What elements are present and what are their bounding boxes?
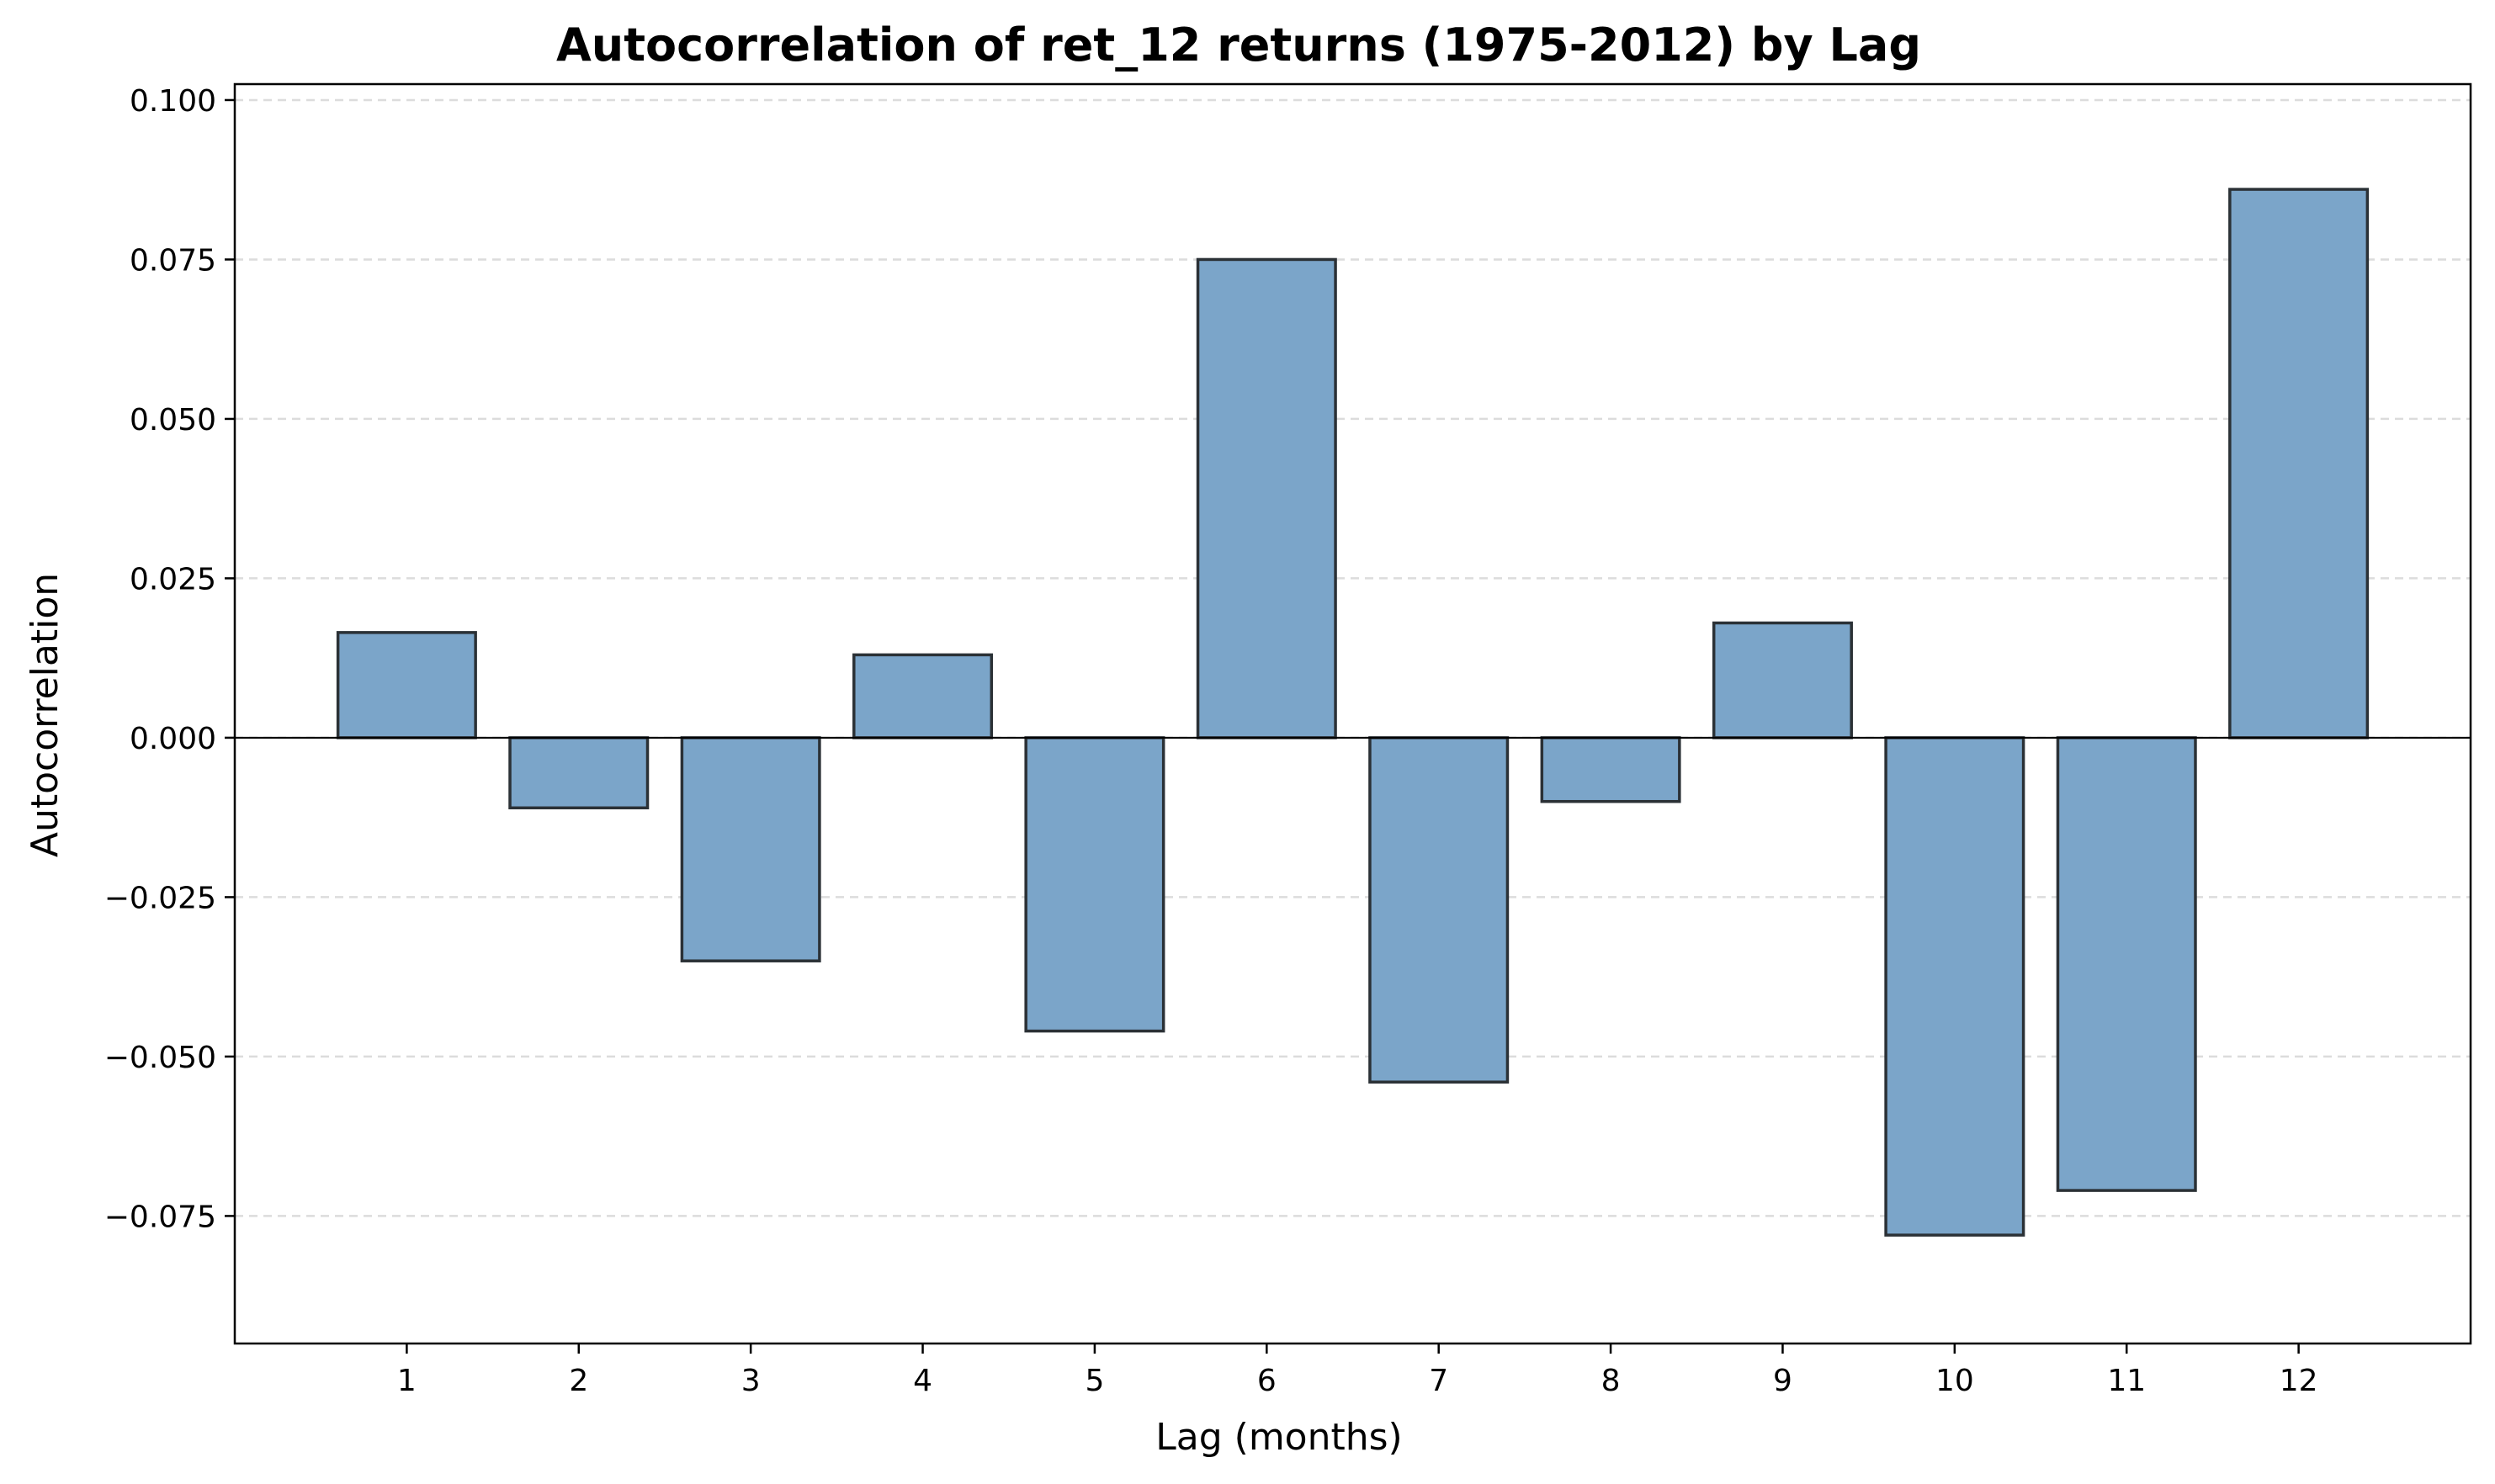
bar-12	[2228, 188, 2370, 739]
bar-6	[1196, 257, 1337, 739]
y-tick-label: 0.025	[130, 562, 216, 596]
x-tick-label: 8	[1601, 1364, 1621, 1398]
chart-title: Autocorrelation of ret_12 returns (1975-…	[556, 19, 1921, 72]
bar-7	[1368, 736, 1510, 1084]
bar-3	[680, 736, 821, 962]
x-tick-label: 4	[913, 1364, 932, 1398]
x-tick-label: 9	[1773, 1364, 1792, 1398]
bar-8	[1540, 736, 1681, 803]
bar-1	[336, 631, 477, 739]
x-tick-label: 5	[1085, 1364, 1104, 1398]
x-axis-ticks: 1 2 3 4 5 6 7 8 9 10 11 12	[397, 1344, 2318, 1398]
y-tick-label: 0.100	[130, 84, 216, 119]
bar-4	[852, 653, 994, 739]
bar-11	[2056, 736, 2197, 1192]
y-tick-label: 0.050	[130, 403, 216, 437]
y-axis-ticks: 0.100 0.075 0.050 0.025 0.000 −0.025 −0.050 −0.…	[104, 84, 235, 1234]
x-tick-label: 12	[2280, 1364, 2318, 1398]
x-tick-label: 7	[1429, 1364, 1448, 1398]
bar-10	[1884, 736, 2025, 1237]
x-tick-label: 3	[741, 1364, 761, 1398]
y-tick-label: −0.025	[104, 881, 216, 915]
y-tick-label: 0.000	[130, 722, 216, 756]
x-tick-label: 6	[1257, 1364, 1277, 1398]
bars	[336, 188, 2370, 1237]
plot-frame	[233, 82, 2472, 1345]
bar-2	[508, 736, 650, 810]
x-tick-label: 11	[2107, 1364, 2146, 1398]
x-tick-label: 10	[1935, 1364, 1974, 1398]
y-tick-label: −0.075	[104, 1200, 216, 1234]
x-tick-label: 2	[569, 1364, 588, 1398]
x-axis-label: Lag (months)	[1155, 1416, 1402, 1459]
y-axis-label: Autocorrelation	[24, 573, 66, 857]
x-tick-label: 1	[397, 1364, 417, 1398]
y-tick-label: −0.050	[104, 1041, 216, 1075]
y-tick-label: 0.075	[130, 243, 216, 278]
bar-5	[1024, 736, 1165, 1033]
bar-9	[1712, 621, 1853, 739]
